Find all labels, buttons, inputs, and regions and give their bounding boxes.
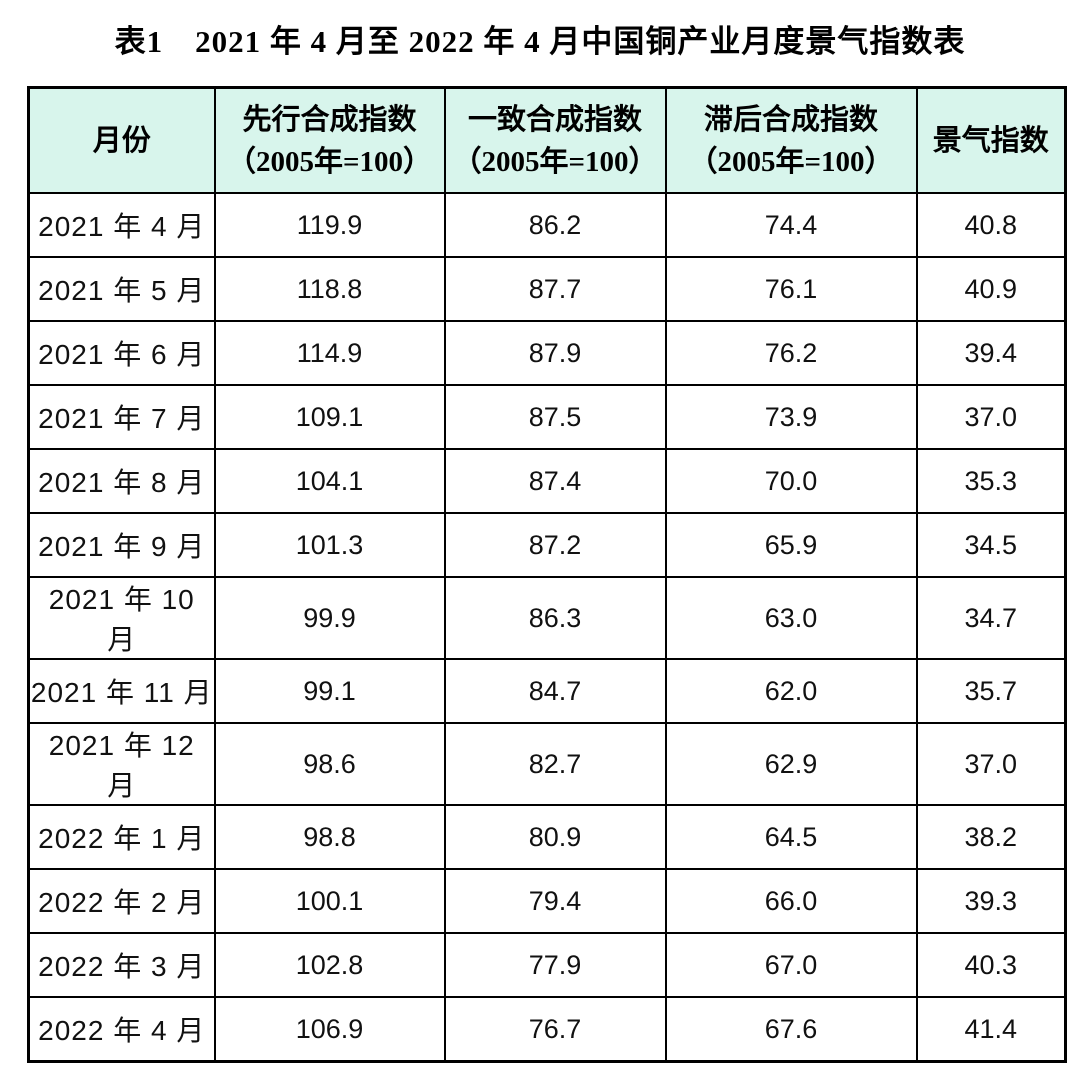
- table-row: 2021 年 9 月 101.3 87.2 65.9 34.5: [27, 512, 1067, 578]
- table-row: 2021 年 4 月 119.9 86.2 74.4 40.8: [27, 192, 1067, 258]
- table-caption: 表1 2021 年 4 月至 2022 年 4 月中国铜产业月度景气指数表: [114, 24, 966, 59]
- table-row: 2021 年 12 月 98.6 82.7 62.9 37.0: [27, 722, 1067, 806]
- cell-prosperity: 34.7: [915, 576, 1067, 660]
- table-row: 2022 年 4 月 106.9 76.7 67.6 41.4: [27, 996, 1067, 1063]
- col-header-leading-index: 先行合成指数 （2005年=100）: [213, 86, 446, 194]
- prosperity-index-table: 月份 先行合成指数 （2005年=100） 一致合成指数 （2005年=100）…: [27, 86, 1067, 1063]
- cell-month: 2021 年 4 月: [27, 192, 216, 258]
- cell-month: 2022 年 3 月: [27, 932, 216, 998]
- cell-leading: 102.8: [213, 932, 446, 998]
- cell-month: 2021 年 9 月: [27, 512, 216, 578]
- cell-coincident: 80.9: [443, 804, 667, 870]
- cell-leading: 98.6: [213, 722, 446, 806]
- col-header-prosperity-label: 景气指数: [932, 124, 1049, 157]
- cell-month: 2022 年 2 月: [27, 868, 216, 934]
- cell-coincident: 76.7: [443, 996, 667, 1063]
- col-header-leading-sub: （2005年=100）: [226, 145, 433, 178]
- cell-lagging: 67.6: [664, 996, 918, 1063]
- cell-leading: 98.8: [213, 804, 446, 870]
- cell-leading: 118.8: [213, 256, 446, 322]
- cell-lagging: 73.9: [664, 384, 918, 450]
- header-row: 月份 先行合成指数 （2005年=100） 一致合成指数 （2005年=100）…: [27, 86, 1067, 194]
- table-row: 2022 年 2 月 100.1 79.4 66.0 39.3: [27, 868, 1067, 934]
- cell-month: 2021 年 6 月: [27, 320, 216, 386]
- cell-month: 2021 年 12 月: [27, 722, 216, 806]
- cell-prosperity: 40.9: [915, 256, 1067, 322]
- cell-leading: 99.9: [213, 576, 446, 660]
- cell-lagging: 67.0: [664, 932, 918, 998]
- cell-month: 2021 年 11 月: [27, 658, 216, 724]
- cell-prosperity: 38.2: [915, 804, 1067, 870]
- cell-leading: 104.1: [213, 448, 446, 514]
- cell-prosperity: 41.4: [915, 996, 1067, 1063]
- table-body: 2021 年 4 月 119.9 86.2 74.4 40.8 2021 年 5 月 118…: [27, 192, 1067, 1063]
- cell-month: 2021 年 8 月: [27, 448, 216, 514]
- cell-lagging: 63.0: [664, 576, 918, 660]
- cell-prosperity: 37.0: [915, 384, 1067, 450]
- cell-coincident: 87.4: [443, 448, 667, 514]
- cell-coincident: 87.9: [443, 320, 667, 386]
- cell-prosperity: 39.3: [915, 868, 1067, 934]
- cell-coincident: 86.3: [443, 576, 667, 660]
- table-row: 2021 年 7 月 109.1 87.5 73.9 37.0: [27, 384, 1067, 450]
- cell-prosperity: 35.7: [915, 658, 1067, 724]
- cell-prosperity: 35.3: [915, 448, 1067, 514]
- cell-coincident: 87.7: [443, 256, 667, 322]
- col-header-month: 月份: [27, 86, 216, 194]
- cell-coincident: 79.4: [443, 868, 667, 934]
- cell-leading: 114.9: [213, 320, 446, 386]
- cell-prosperity: 40.3: [915, 932, 1067, 998]
- col-header-lagging-index: 滞后合成指数 （2005年=100）: [664, 86, 918, 194]
- cell-coincident: 86.2: [443, 192, 667, 258]
- cell-lagging: 62.9: [664, 722, 918, 806]
- cell-lagging: 65.9: [664, 512, 918, 578]
- cell-lagging: 74.4: [664, 192, 918, 258]
- col-header-prosperity-index: 景气指数: [915, 86, 1067, 194]
- cell-lagging: 76.1: [664, 256, 918, 322]
- table-row: 2021 年 11 月 99.1 84.7 62.0 35.7: [27, 658, 1067, 724]
- col-header-lagging-sub: （2005年=100）: [688, 145, 894, 178]
- cell-leading: 99.1: [213, 658, 446, 724]
- table-row: 2021 年 10 月 99.9 86.3 63.0 34.7: [27, 576, 1067, 660]
- cell-leading: 100.1: [213, 868, 446, 934]
- cell-prosperity: 40.8: [915, 192, 1067, 258]
- col-header-month-label: 月份: [92, 124, 151, 157]
- cell-month: 2021 年 10 月: [27, 576, 216, 660]
- col-header-coincident-index: 一致合成指数 （2005年=100）: [443, 86, 667, 194]
- cell-prosperity: 34.5: [915, 512, 1067, 578]
- table-row: 2022 年 3 月 102.8 77.9 67.0 40.3: [27, 932, 1067, 998]
- cell-lagging: 66.0: [664, 868, 918, 934]
- cell-coincident: 77.9: [443, 932, 667, 998]
- table-row: 2022 年 1 月 98.8 80.9 64.5 38.2: [27, 804, 1067, 870]
- cell-leading: 109.1: [213, 384, 446, 450]
- cell-month: 2022 年 1 月: [27, 804, 216, 870]
- col-header-lagging-label: 滞后合成指数: [703, 103, 878, 136]
- table-header: 月份 先行合成指数 （2005年=100） 一致合成指数 （2005年=100）…: [27, 86, 1067, 194]
- cell-prosperity: 37.0: [915, 722, 1067, 806]
- cell-lagging: 76.2: [664, 320, 918, 386]
- cell-leading: 119.9: [213, 192, 446, 258]
- cell-month: 2021 年 7 月: [27, 384, 216, 450]
- cell-prosperity: 39.4: [915, 320, 1067, 386]
- cell-lagging: 70.0: [664, 448, 918, 514]
- cell-leading: 106.9: [213, 996, 446, 1063]
- cell-leading: 101.3: [213, 512, 446, 578]
- table-row: 2021 年 5 月 118.8 87.7 76.1 40.9: [27, 256, 1067, 322]
- col-header-leading-label: 先行合成指数: [242, 103, 417, 136]
- cell-coincident: 84.7: [443, 658, 667, 724]
- cell-lagging: 62.0: [664, 658, 918, 724]
- cell-coincident: 87.5: [443, 384, 667, 450]
- table-row: 2021 年 6 月 114.9 87.9 76.2 39.4: [27, 320, 1067, 386]
- table-row: 2021 年 8 月 104.1 87.4 70.0 35.3: [27, 448, 1067, 514]
- cell-month: 2022 年 4 月: [27, 996, 216, 1063]
- cell-month: 2021 年 5 月: [27, 256, 216, 322]
- cell-coincident: 87.2: [443, 512, 667, 578]
- col-header-coincident-sub: （2005年=100）: [452, 145, 658, 178]
- col-header-coincident-label: 一致合成指数: [467, 103, 642, 136]
- cell-coincident: 82.7: [443, 722, 667, 806]
- cell-lagging: 64.5: [664, 804, 918, 870]
